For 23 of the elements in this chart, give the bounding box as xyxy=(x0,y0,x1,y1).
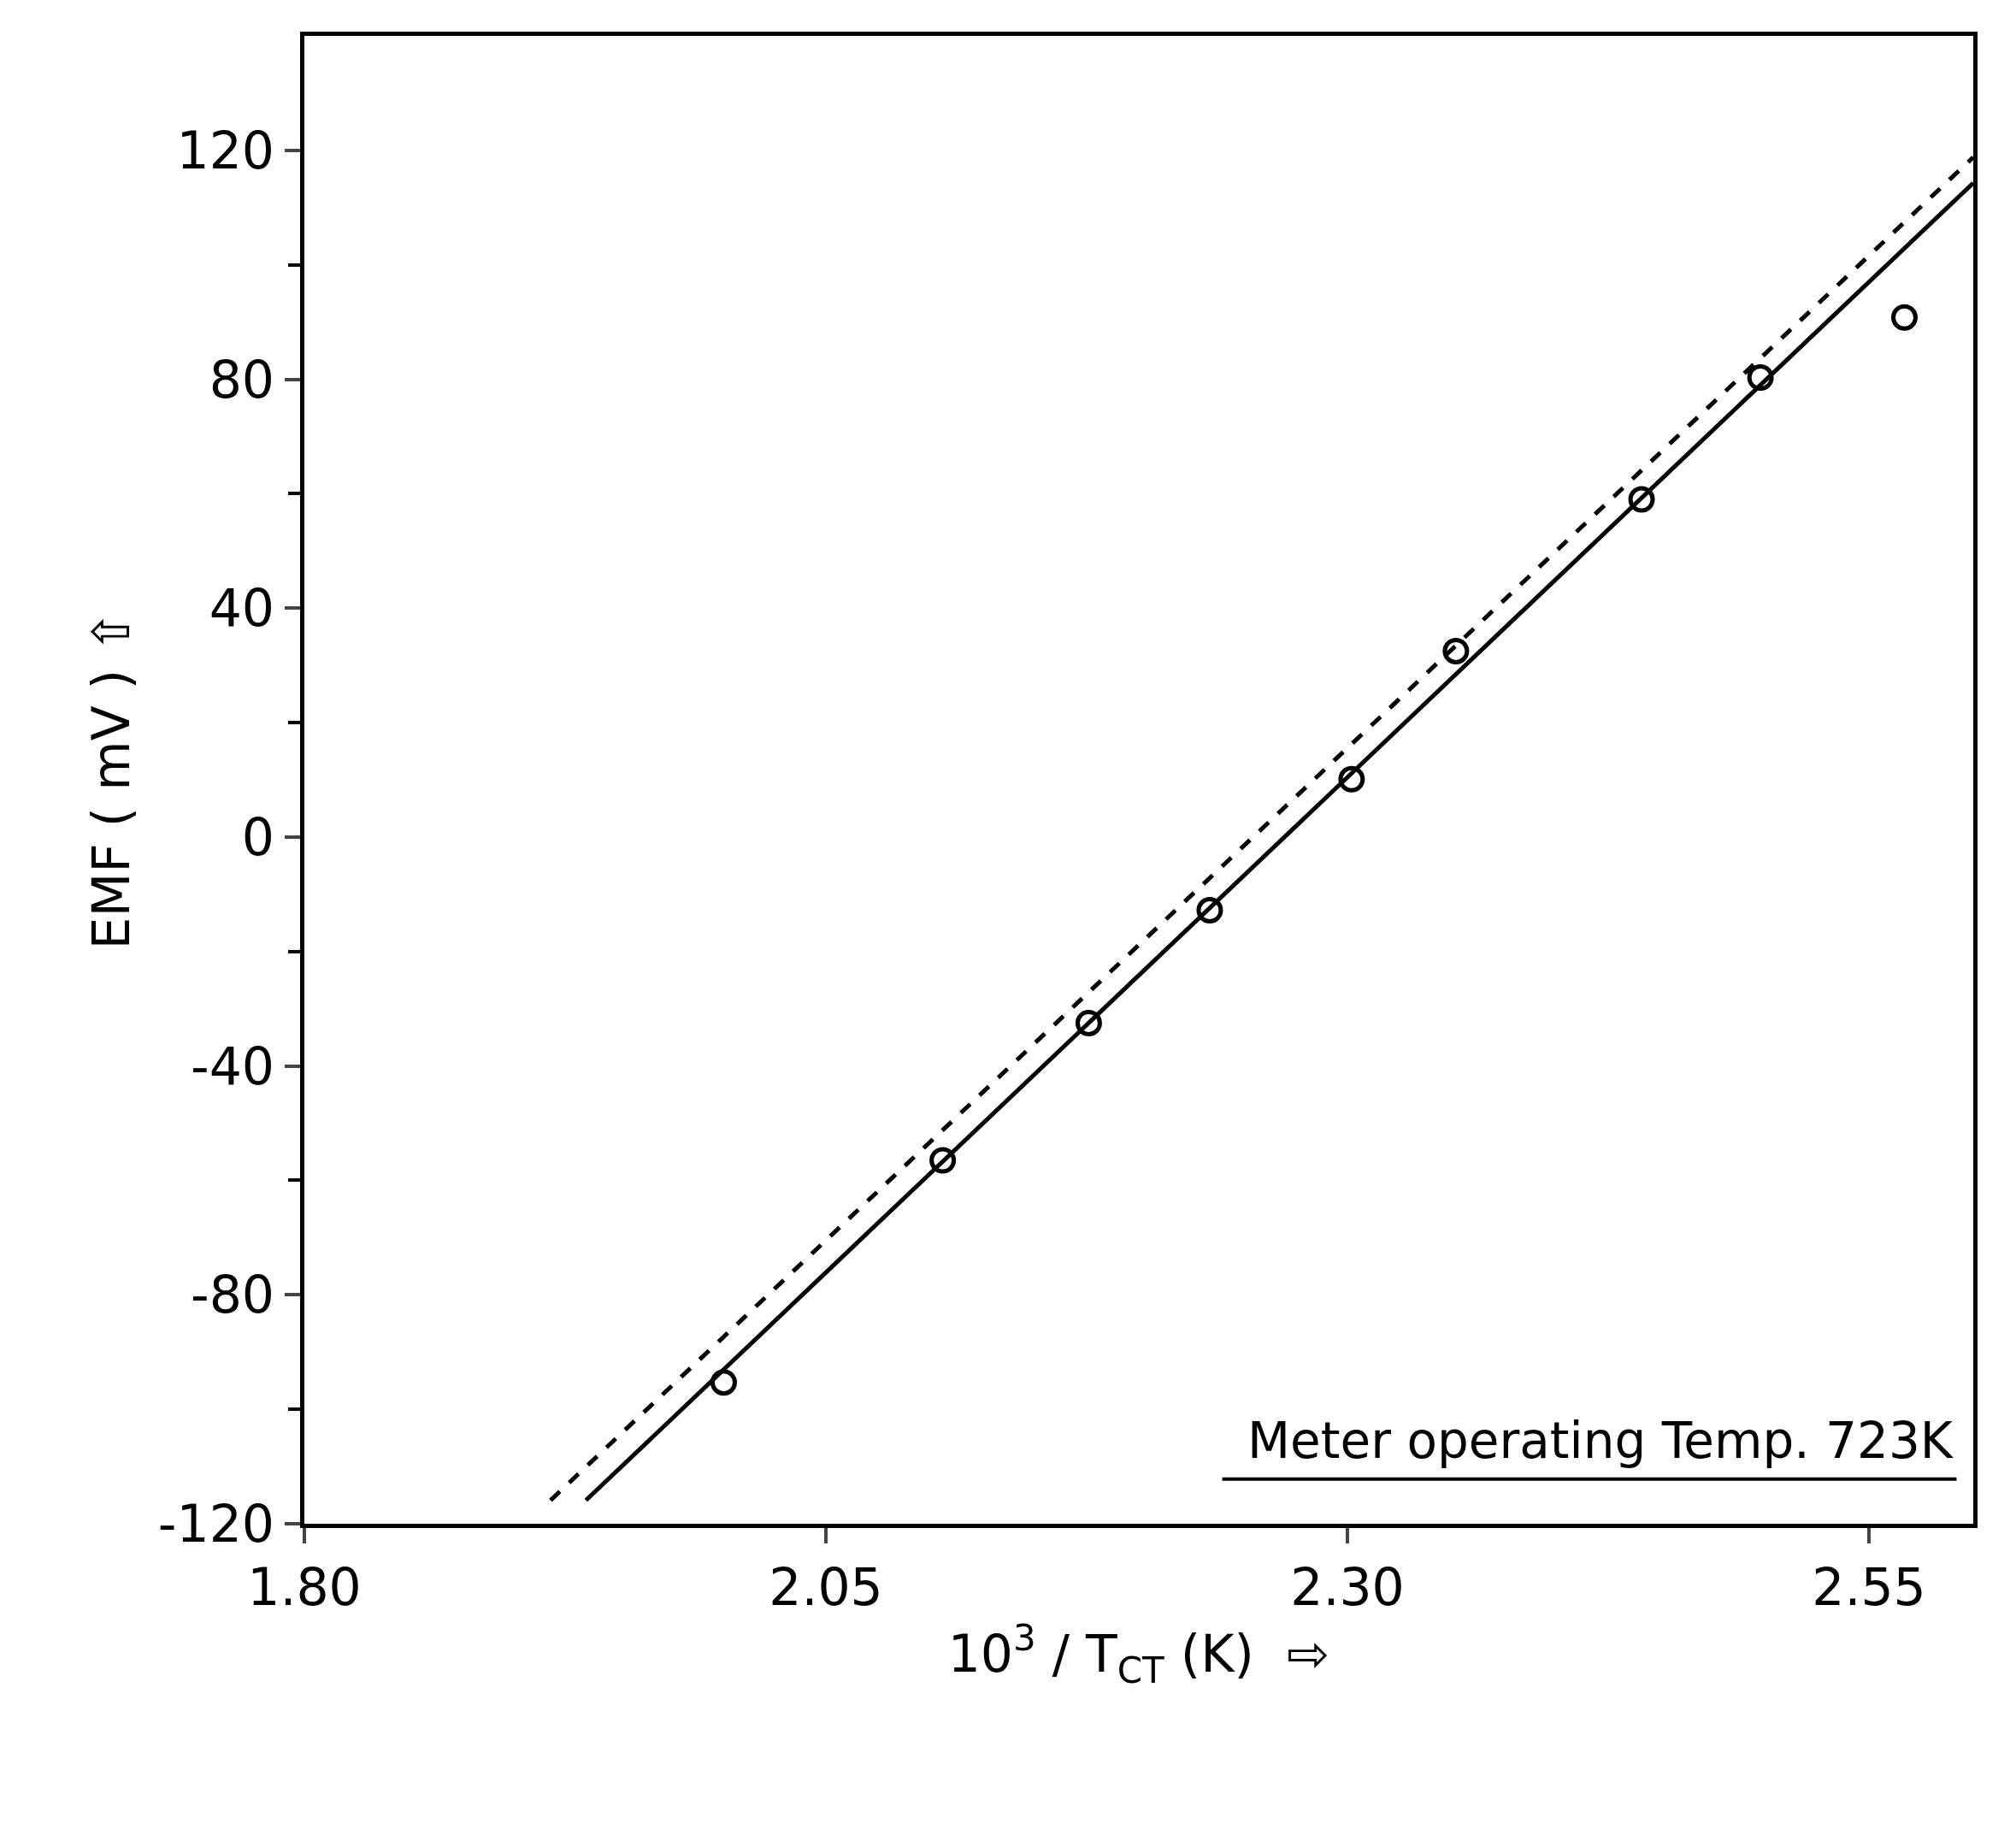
y-tick-label: -40 xyxy=(191,1036,274,1096)
y-tick-label: 0 xyxy=(241,806,274,867)
x-tick-label: 2.05 xyxy=(769,1557,883,1617)
y-tick-label: -120 xyxy=(157,1494,274,1554)
y-tick-label: 80 xyxy=(209,349,274,410)
point xyxy=(1747,364,1774,392)
y-tick-label: -80 xyxy=(191,1265,274,1325)
point xyxy=(1338,765,1365,793)
point xyxy=(1890,304,1918,331)
point xyxy=(1442,637,1470,664)
point xyxy=(710,1369,737,1396)
x-tick-label: 1.80 xyxy=(247,1557,362,1617)
point xyxy=(1196,897,1223,924)
x-tick-label: 2.30 xyxy=(1290,1557,1405,1617)
x-tick-label: 2.55 xyxy=(1812,1557,1926,1617)
x-axis-title: 10$^{3}$ / T$_{CT}$ (K) ⇨ xyxy=(947,1617,1330,1691)
y-tick-label: 40 xyxy=(209,578,274,639)
y-tick-label: 120 xyxy=(176,120,274,180)
point xyxy=(1075,1009,1102,1036)
point xyxy=(1628,486,1655,513)
y-axis-title: EMF ( mV ) ⇧ xyxy=(81,610,142,950)
annotation: Meter operating Temp. 723K xyxy=(1247,1412,1954,1470)
point xyxy=(929,1147,957,1174)
